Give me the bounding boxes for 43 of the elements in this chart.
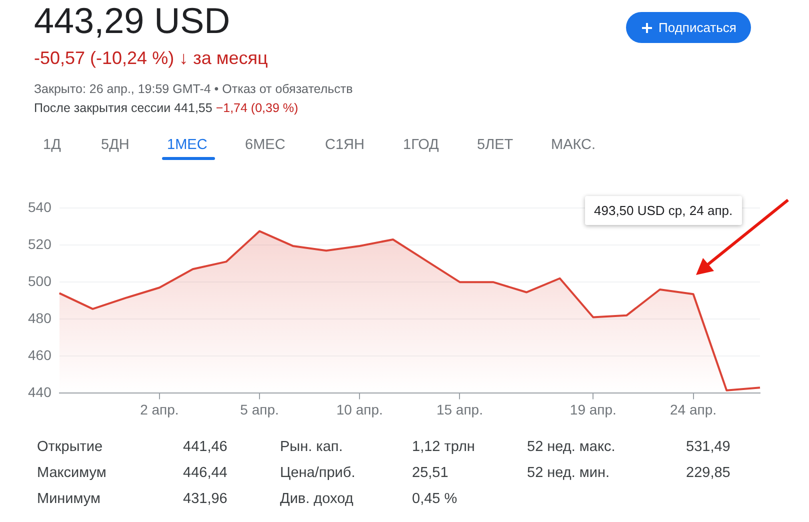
x-tick-label: 10 апр.: [336, 401, 383, 418]
text: 1ГОД: [403, 137, 439, 153]
text: МАКС.: [551, 137, 596, 153]
text: 0,45 %: [412, 491, 458, 507]
text: 25,51: [412, 465, 448, 481]
text: 229,85: [686, 465, 730, 481]
y-tick-label: 460: [28, 347, 52, 364]
y-tick-label: 540: [28, 198, 52, 215]
text: 431,96: [183, 491, 228, 507]
y-tick-label: 520: [28, 236, 52, 252]
text: Цена/приб.: [280, 465, 356, 481]
chart-subtitle: -50,57 (-10,24 %) ↓ за месяц: [34, 48, 268, 69]
x-tick-label: 19 апр.: [570, 401, 616, 418]
text: С1ЯН: [325, 137, 364, 153]
x-tick-label: 15 апр.: [436, 401, 483, 418]
text: Открытие: [37, 439, 103, 455]
text: После закрытия сессии 441,55: [34, 101, 212, 115]
chart-title: 443,29 USD: [34, 0, 230, 42]
x-tick-label: 24 апр.: [670, 401, 717, 418]
y-tick-label: 500: [28, 272, 52, 289]
text: 1МЕС: [167, 137, 208, 153]
text: 1Д: [43, 137, 61, 153]
text: −1,74 (0,39 %): [216, 101, 298, 115]
text: 6МЕС: [245, 137, 286, 153]
text: Минимум: [37, 491, 100, 507]
text: Див. доход: [280, 491, 354, 507]
x-tick-label: 2 апр.: [140, 401, 179, 418]
x-tick-label: 5 апр.: [240, 401, 279, 418]
text: 52 нед. мин.: [527, 465, 610, 481]
annotation: 493,50 USD ср, 24 апр.: [585, 196, 742, 225]
text: 1,12 трлн: [412, 439, 475, 455]
text: Рын. кап.: [280, 439, 343, 455]
text: 52 нед. макс.: [527, 439, 616, 455]
y-tick-label: 480: [28, 310, 52, 326]
text: Закрыто: 26 апр., 19:59 GMT-4 • Отказ от обязательств: [34, 82, 353, 96]
text: 5ДН: [101, 137, 130, 153]
text: 441,46: [183, 439, 228, 455]
y-tick-label: 440: [28, 384, 52, 400]
text: Подписаться: [658, 20, 736, 35]
text: Максимум: [37, 465, 106, 481]
text: 5ЛЕТ: [477, 137, 514, 153]
text: 446,44: [183, 465, 228, 481]
text: 531,49: [686, 439, 730, 455]
